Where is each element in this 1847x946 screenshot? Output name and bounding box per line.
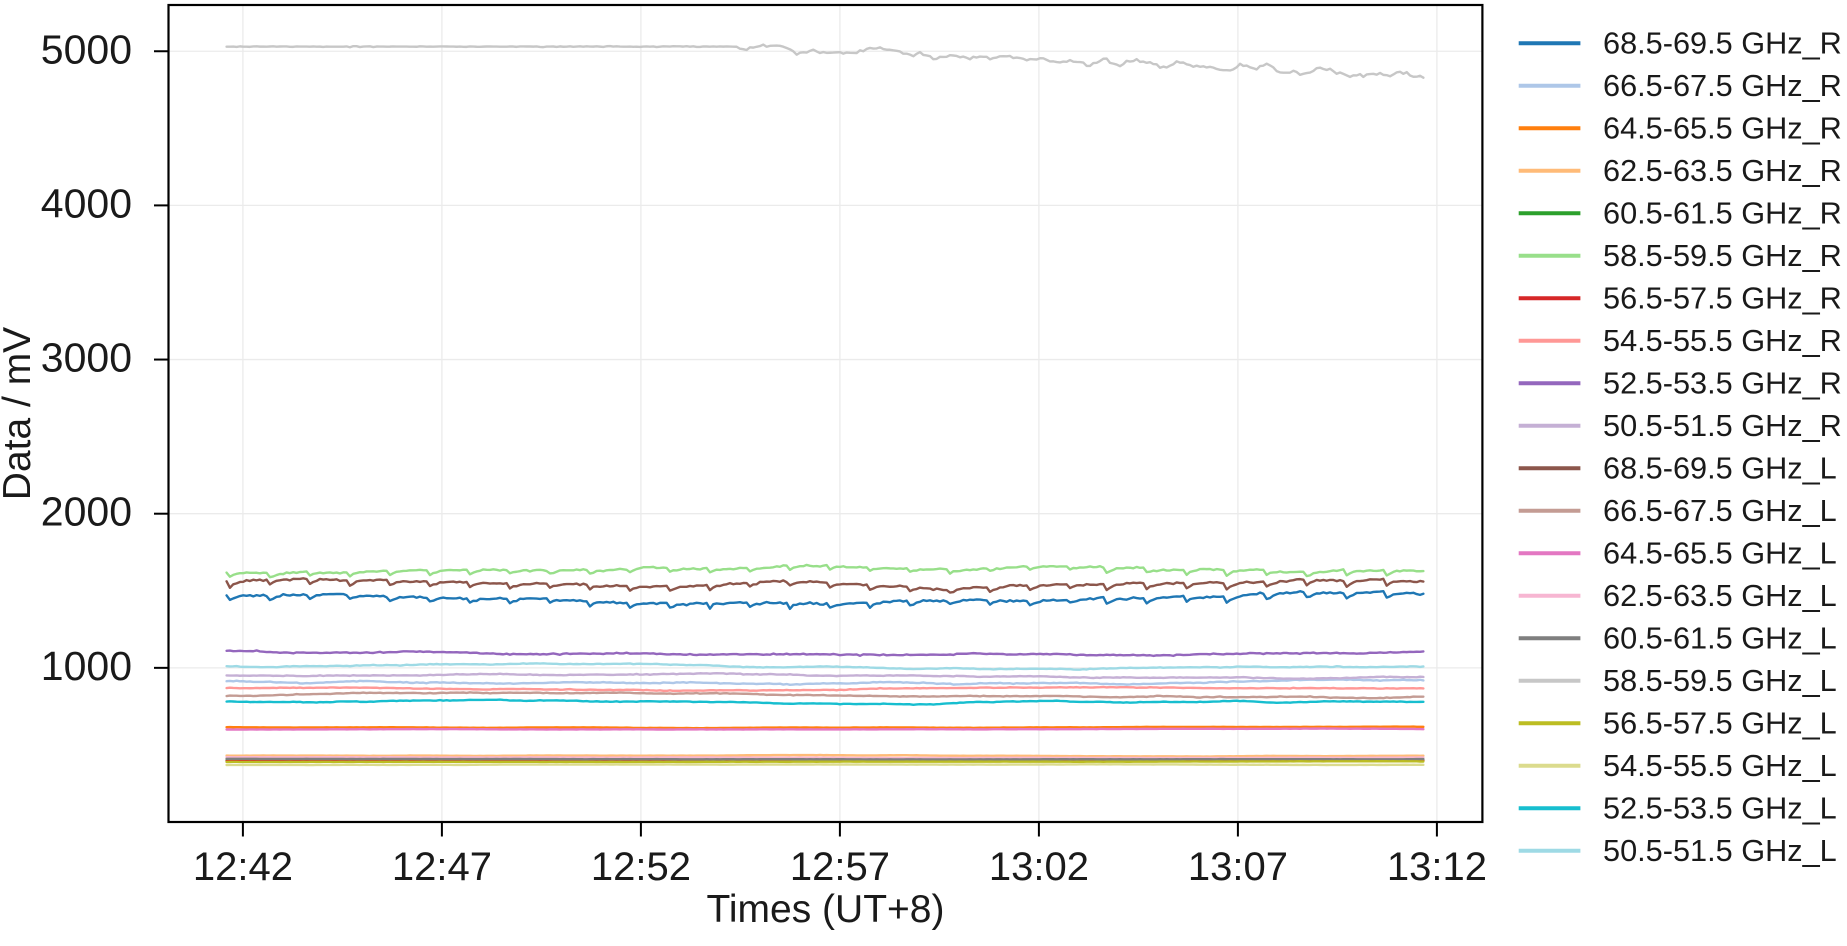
svg-text:58.5-59.5 GHz_L: 58.5-59.5 GHz_L bbox=[1603, 663, 1837, 698]
svg-text:50.5-51.5 GHz_L: 50.5-51.5 GHz_L bbox=[1603, 833, 1837, 868]
svg-text:52.5-53.5 GHz_L: 52.5-53.5 GHz_L bbox=[1603, 790, 1837, 825]
svg-text:50.5-51.5 GHz_R: 50.5-51.5 GHz_R bbox=[1603, 408, 1842, 443]
svg-text:Data / mV: Data / mV bbox=[0, 327, 39, 500]
svg-text:13:02: 13:02 bbox=[989, 845, 1089, 889]
svg-text:56.5-57.5 GHz_L: 56.5-57.5 GHz_L bbox=[1603, 705, 1837, 740]
svg-text:56.5-57.5 GHz_R: 56.5-57.5 GHz_R bbox=[1603, 280, 1842, 315]
svg-text:12:47: 12:47 bbox=[392, 845, 492, 889]
svg-text:1000: 1000 bbox=[41, 643, 132, 689]
svg-text:68.5-69.5 GHz_L: 68.5-69.5 GHz_L bbox=[1603, 450, 1837, 485]
svg-text:64.5-65.5 GHz_L: 64.5-65.5 GHz_L bbox=[1603, 535, 1837, 570]
svg-text:68.5-69.5 GHz_R: 68.5-69.5 GHz_R bbox=[1603, 25, 1842, 60]
svg-text:2000: 2000 bbox=[41, 489, 132, 535]
svg-text:62.5-63.5 GHz_L: 62.5-63.5 GHz_L bbox=[1603, 578, 1837, 613]
svg-text:60.5-61.5 GHz_L: 60.5-61.5 GHz_L bbox=[1603, 620, 1837, 655]
svg-text:66.5-67.5 GHz_L: 66.5-67.5 GHz_L bbox=[1603, 493, 1837, 528]
svg-text:60.5-61.5 GHz_R: 60.5-61.5 GHz_R bbox=[1603, 195, 1842, 230]
svg-text:54.5-55.5 GHz_R: 54.5-55.5 GHz_R bbox=[1603, 323, 1842, 358]
svg-text:13:07: 13:07 bbox=[1188, 845, 1288, 889]
svg-text:13:12: 13:12 bbox=[1387, 845, 1487, 889]
svg-text:12:42: 12:42 bbox=[193, 845, 293, 889]
svg-text:62.5-63.5 GHz_R: 62.5-63.5 GHz_R bbox=[1603, 153, 1842, 188]
svg-text:12:52: 12:52 bbox=[591, 845, 691, 889]
svg-text:54.5-55.5 GHz_L: 54.5-55.5 GHz_L bbox=[1603, 748, 1837, 783]
svg-text:12:57: 12:57 bbox=[790, 845, 890, 889]
svg-text:58.5-59.5 GHz_R: 58.5-59.5 GHz_R bbox=[1603, 238, 1842, 273]
svg-text:52.5-53.5 GHz_R: 52.5-53.5 GHz_R bbox=[1603, 365, 1842, 400]
svg-text:66.5-67.5 GHz_R: 66.5-67.5 GHz_R bbox=[1603, 68, 1842, 103]
svg-text:64.5-65.5 GHz_R: 64.5-65.5 GHz_R bbox=[1603, 110, 1842, 145]
svg-text:5000: 5000 bbox=[41, 26, 132, 72]
svg-text:4000: 4000 bbox=[41, 180, 132, 226]
svg-text:3000: 3000 bbox=[41, 335, 132, 381]
svg-text:Times (UT+8): Times (UT+8) bbox=[707, 888, 945, 931]
